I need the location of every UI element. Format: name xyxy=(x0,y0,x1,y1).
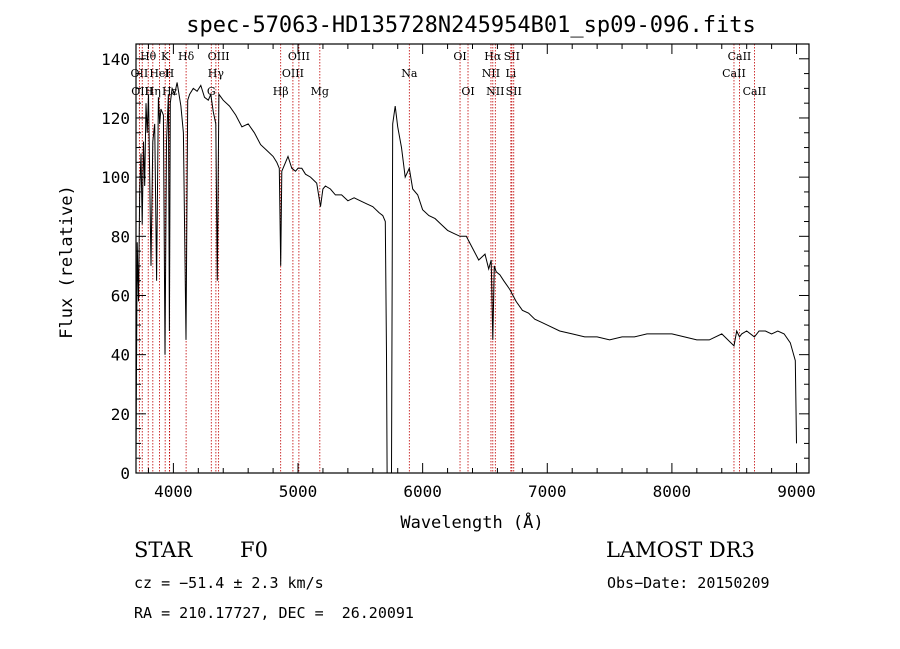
x-tick-label: 6000 xyxy=(403,482,442,501)
spectral-line-label: Hγ xyxy=(208,67,225,80)
x-tick-label: 7000 xyxy=(528,482,567,501)
y-tick-label: 20 xyxy=(111,405,130,424)
observation-date: Obs−Date: 20150209 xyxy=(607,574,770,592)
spectral-line-label: OI xyxy=(453,50,466,63)
x-tick-label: 9000 xyxy=(777,482,816,501)
spectral-line-label: HeI xyxy=(149,67,169,80)
spectral-line-label: OIII xyxy=(288,50,310,63)
spectral-line-label: Li xyxy=(505,67,516,80)
y-tick-label: 0 xyxy=(120,464,130,483)
flux-series-line xyxy=(135,82,797,474)
spectral-line-label: G xyxy=(207,85,216,98)
y-tick-label: 100 xyxy=(101,168,130,187)
coordinates: RA = 210.17727, DEC = 26.20091 xyxy=(134,604,414,622)
y-tick-label: 60 xyxy=(111,286,130,305)
x-axis-label: Wavelength (Å) xyxy=(400,511,543,533)
y-tick-label: 40 xyxy=(111,346,130,365)
spectral-line-label: NII xyxy=(482,67,500,80)
spectral-line-label: Na xyxy=(401,67,418,80)
y-tick-label: 140 xyxy=(101,50,130,69)
spectral-line-label: NII xyxy=(486,85,504,98)
plot-frame xyxy=(135,43,810,474)
spectral-line-label: K xyxy=(161,50,170,63)
survey-name: LAMOST DR3 xyxy=(606,538,755,562)
spectral-line-label: CaII xyxy=(743,85,767,98)
object-class: STAR xyxy=(134,538,193,562)
spectral-line-label: Hε xyxy=(162,85,178,98)
object-subclass: F0 xyxy=(240,538,268,562)
spectral-line-label: CaII xyxy=(722,67,746,80)
spectral-line-label: Hβ xyxy=(273,85,289,98)
spectral-line-label: CaII xyxy=(728,50,752,63)
spectral-line-label: SII xyxy=(504,50,520,63)
spectral-line-label: OIII xyxy=(208,50,230,63)
spectral-line-label: Hα xyxy=(484,50,502,63)
spectrum-chart: spec-57063-HD135728N245954B01_sp09-096.f… xyxy=(57,13,816,533)
spectral-line-label: Hδ xyxy=(178,50,195,63)
spectral-line-label: Mg xyxy=(311,85,329,98)
spectral-line-label: Hη xyxy=(145,85,161,98)
spectral-line-label: OIII xyxy=(282,67,304,80)
spectral-line-label: SII xyxy=(506,85,522,98)
chart-title: spec-57063-HD135728N245954B01_sp09-096.f… xyxy=(186,13,756,38)
y-axis-label: Flux (relative) xyxy=(57,185,77,339)
x-tick-label: 8000 xyxy=(653,482,692,501)
x-axis: 4000 5000 6000 7000 8000 9000 xyxy=(147,44,816,501)
redshift-velocity: cz = −51.4 ± 2.3 km/s xyxy=(134,574,324,592)
y-tick-label: 120 xyxy=(101,109,130,128)
x-tick-label: 5000 xyxy=(279,482,318,501)
spectral-line-label: OI xyxy=(461,85,474,98)
y-tick-label: 80 xyxy=(111,227,130,246)
x-tick-label: 4000 xyxy=(154,482,193,501)
y-axis: 0 20 40 60 80 100 120 140 xyxy=(101,43,809,483)
spectral-line-label: H xyxy=(165,67,175,80)
